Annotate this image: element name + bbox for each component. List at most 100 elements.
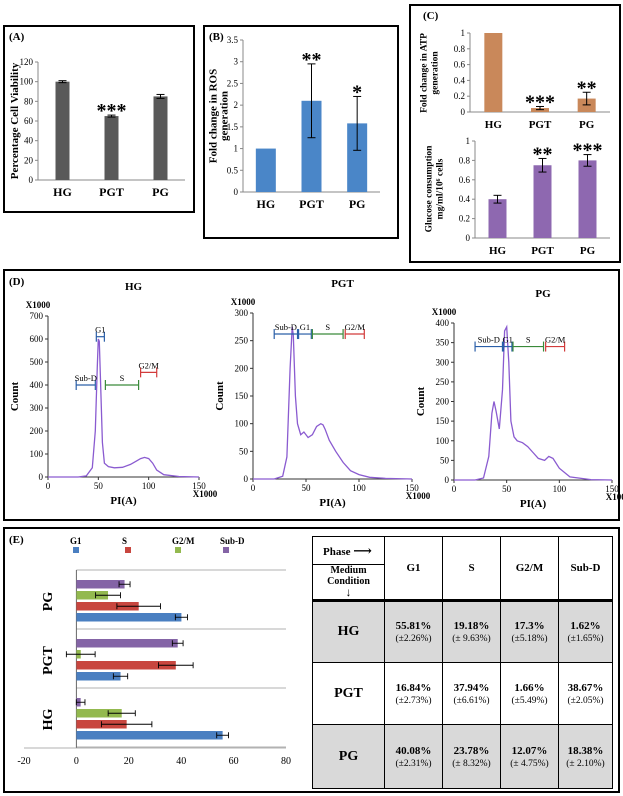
x-axis-label: PI(A) xyxy=(319,497,346,509)
y-tick-label: 1 xyxy=(234,144,239,154)
table-cell: 1.62% (±1.65%) xyxy=(558,600,613,663)
y-tick-label: 20 xyxy=(24,155,34,165)
gate-label: G2/M xyxy=(139,360,160,370)
gate-label: G1 xyxy=(95,325,105,335)
table-row-label: PG xyxy=(312,724,385,789)
gate-label: G2/M xyxy=(545,335,566,345)
x-tick-label: PG xyxy=(580,245,596,257)
x-tick-label: 80 xyxy=(281,756,291,767)
y-axis-label: Count xyxy=(9,381,21,411)
bar xyxy=(347,123,368,192)
significance-label: *** xyxy=(525,91,555,113)
y-tick-label: 0 xyxy=(461,107,466,117)
legend-label: Sub-D xyxy=(220,536,245,546)
category-label: PGT xyxy=(41,645,56,674)
histogram-title: PG xyxy=(535,288,551,300)
y-tick-label: 100 xyxy=(20,77,34,87)
table-cell: 23.78% (± 8.32%) xyxy=(442,724,501,789)
bar xyxy=(578,160,597,238)
y-tick-label: 700 xyxy=(30,311,44,321)
y-tick-label: 300 xyxy=(30,403,44,413)
y-tick-label: 200 xyxy=(30,426,44,436)
x-tick-label: 0 xyxy=(452,484,457,494)
table-row: PGT 16.84% (±2.73%) 37.94% (±6.61%) 1.66%(… xyxy=(312,662,613,725)
y-tick-label: 100 xyxy=(235,419,249,429)
gate-label: S xyxy=(325,322,330,332)
bar xyxy=(76,602,139,611)
bar xyxy=(76,661,176,670)
x-axis-label: PI(A) xyxy=(110,495,137,507)
y-tick-label: 120 xyxy=(20,57,34,67)
x-tick-label: HG xyxy=(53,185,72,199)
y-tick-label: 40 xyxy=(24,136,34,146)
y-tick-label: 250 xyxy=(436,377,450,387)
y-tick-label: 0.6 xyxy=(459,175,471,185)
legend-label: G1 xyxy=(70,536,82,546)
y-axis-label: Count xyxy=(415,386,427,416)
table-col-header: G2/M xyxy=(500,536,559,601)
y-tick-label: 100 xyxy=(30,449,44,459)
legend-swatch xyxy=(175,547,181,553)
y-tick-label: 250 xyxy=(235,336,249,346)
y-tick-label: 0 xyxy=(39,472,44,482)
y-axis-label: Percentage Cell Viability xyxy=(9,62,21,179)
x-tick-label: 50 xyxy=(302,483,312,493)
gate-label: S xyxy=(120,373,125,383)
y-tick-label: 400 xyxy=(436,318,450,328)
x-tick-label: 0 xyxy=(46,481,51,491)
bar xyxy=(76,613,182,622)
y-tick-label: 300 xyxy=(436,357,450,367)
bar xyxy=(255,148,276,192)
category-label: HG xyxy=(41,709,56,731)
y-tick-label: 0.5 xyxy=(227,165,239,175)
x-tick-label: PG xyxy=(579,119,595,131)
bar xyxy=(533,165,552,238)
x-tick-label: PGT xyxy=(299,197,324,211)
table-col-header: Sub-D xyxy=(558,536,613,601)
table-cell: 55.81% (±2.26%) xyxy=(384,600,443,663)
table-cell: 19.18% (± 9.63%) xyxy=(442,600,501,663)
table-col-header: S xyxy=(442,536,501,601)
y-tick-label: 3.5 xyxy=(227,35,239,45)
table-col-header: G1 xyxy=(384,536,443,601)
y-axis-label: Fold change in ATP xyxy=(420,33,430,113)
table-cell: 37.94% (±6.61%) xyxy=(442,662,501,725)
x-tick-label: 100 xyxy=(142,481,156,491)
histogram-title: PGT xyxy=(331,278,354,290)
legend-swatch xyxy=(223,547,229,553)
bar xyxy=(55,81,70,180)
y-tick-label: 350 xyxy=(436,338,450,348)
y-axis-label: Count xyxy=(214,381,226,411)
y-tick-label: 0.4 xyxy=(454,75,466,85)
x-tick-label: 150 xyxy=(192,481,206,491)
y-tick-label: 0.8 xyxy=(454,44,466,54)
x-tick-label: PG xyxy=(152,185,169,199)
significance-label: *** xyxy=(573,140,603,162)
bar xyxy=(76,580,125,589)
x-tick-label: HG xyxy=(489,245,507,257)
bar xyxy=(76,591,109,600)
y-scale-label: X1000 xyxy=(26,300,51,310)
x-tick-label: 20 xyxy=(124,756,134,767)
gate-label: G1 xyxy=(503,335,513,345)
y-tick-label: 1 xyxy=(466,136,471,146)
y-tick-label: 50 xyxy=(440,455,450,465)
y-tick-label: 0.4 xyxy=(459,194,471,204)
gate-label: Sub-D xyxy=(75,373,97,383)
y-axis-label: Fold change in ROS xyxy=(208,69,220,163)
right-arrow-icon: ⟶ xyxy=(353,542,372,558)
table-row: PG 40.08% (±2.31%) 23.78% (± 8.32%) 12.07%… xyxy=(312,724,613,789)
y-tick-label: 0 xyxy=(466,233,471,243)
table-header-phase: Phase ⟶ xyxy=(312,536,385,565)
x-tick-label: 100 xyxy=(352,483,366,493)
significance-label: ** xyxy=(533,143,553,165)
table-row-label: PGT xyxy=(312,662,385,725)
y-axis-label: Glucose consumption xyxy=(425,145,435,233)
significance-label: *** xyxy=(97,100,127,122)
x-tick-label: 50 xyxy=(502,484,512,494)
significance-label: * xyxy=(352,81,362,103)
y-tick-label: 200 xyxy=(436,397,450,407)
y-tick-label: 400 xyxy=(30,380,44,390)
table-header-medium: Medium Condition ↓ xyxy=(312,564,385,601)
table-cell: 16.84% (±2.73%) xyxy=(384,662,443,725)
